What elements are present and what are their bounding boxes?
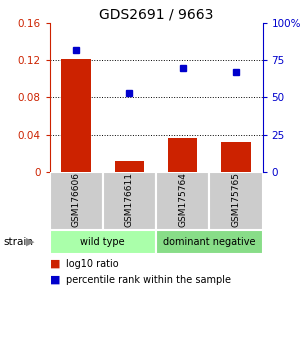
Bar	[209, 172, 262, 230]
Bar	[115, 160, 144, 172]
Text: GSM175765: GSM175765	[231, 172, 240, 227]
Text: dominant negative: dominant negative	[163, 237, 256, 247]
Bar	[168, 138, 197, 172]
Bar	[103, 172, 156, 230]
Text: ■: ■	[50, 275, 60, 285]
Bar	[61, 59, 91, 172]
Bar	[50, 230, 156, 254]
Bar	[221, 142, 250, 172]
Text: ■: ■	[50, 259, 60, 269]
Bar	[156, 230, 262, 254]
Text: strain: strain	[3, 237, 33, 247]
Text: wild type: wild type	[80, 237, 125, 247]
Text: GSM175764: GSM175764	[178, 172, 187, 227]
Text: GSM176606: GSM176606	[72, 172, 81, 227]
Title: GDS2691 / 9663: GDS2691 / 9663	[99, 8, 213, 22]
Text: ▶: ▶	[26, 237, 34, 247]
Bar	[50, 172, 103, 230]
Bar	[156, 172, 209, 230]
Text: log10 ratio: log10 ratio	[66, 259, 118, 269]
Text: percentile rank within the sample: percentile rank within the sample	[66, 275, 231, 285]
Text: GSM176611: GSM176611	[125, 172, 134, 227]
